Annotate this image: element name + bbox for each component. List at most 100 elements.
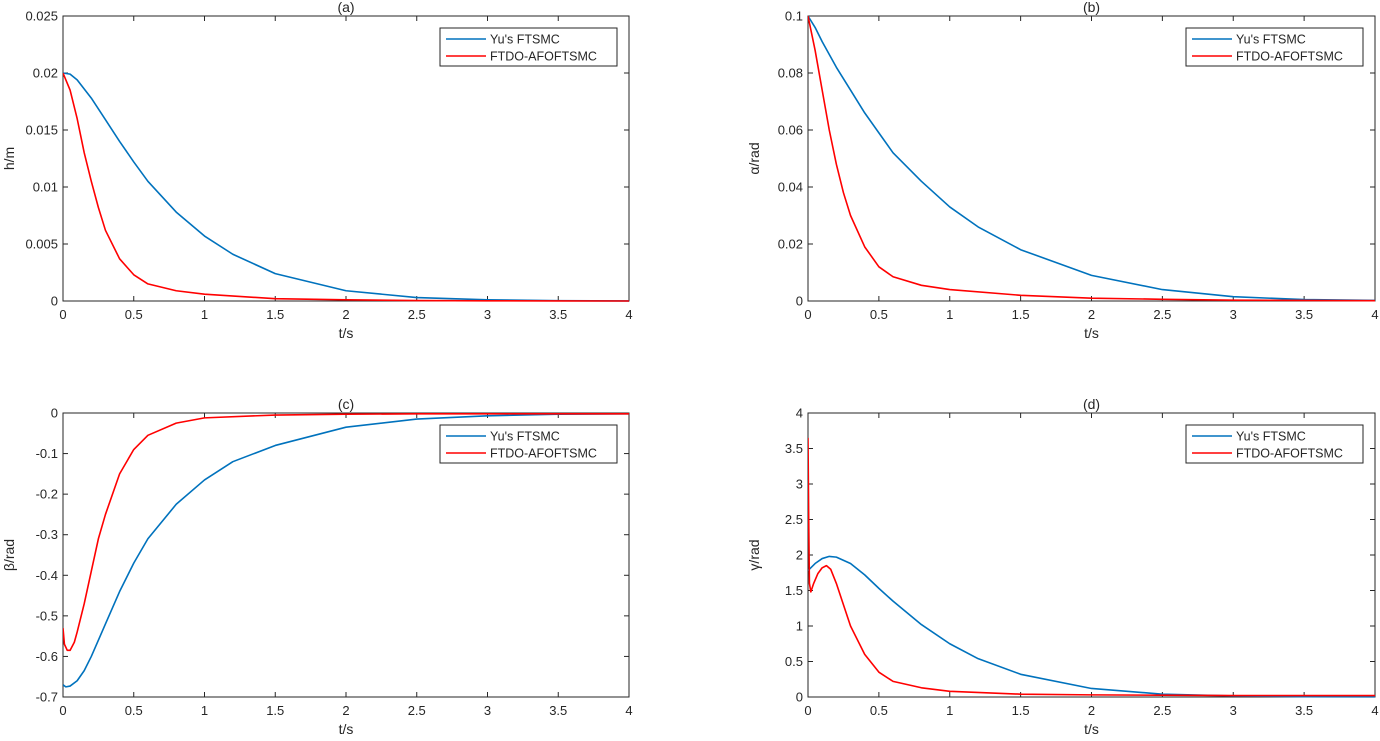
x-tick-label: 0 [59, 307, 66, 322]
x-tick-label: 1.5 [266, 307, 284, 322]
chart-b: 0 0.5 1 1.5 2 2.5 3 3.5 4 0 0.02 0.04 0.06 0.08 0.1 (b)… [746, 0, 1379, 341]
series-yu-ftsmc [808, 15, 1375, 302]
chart-title: (b) [1083, 0, 1100, 15]
x-tick-label: 3 [484, 307, 491, 322]
x-tick-label: 1 [201, 307, 208, 322]
y-tick-label: 0.01 [33, 180, 58, 195]
x-tick-label: 0 [804, 703, 811, 718]
y-tick-label: 0.1 [785, 9, 803, 24]
y-tick-label: -0.3 [36, 527, 58, 542]
y-axis-label: γ/rad [746, 539, 762, 570]
legend-label: Yu's FTSMC [1236, 33, 1306, 47]
legend: Yu's FTSMC FTDO-AFOFTSMC [439, 424, 618, 464]
x-axis-label: t/s [339, 721, 354, 737]
legend-label: Yu's FTSMC [490, 33, 560, 47]
series-yu-ftsmc [63, 413, 629, 688]
x-tick-label: 2.5 [408, 307, 426, 322]
x-tick-label: 4 [1371, 307, 1378, 322]
x-axis-label: t/s [1084, 721, 1099, 737]
x-tick-label: 0.5 [125, 307, 143, 322]
x-tick-label: 1.5 [266, 703, 284, 718]
y-tick-label: 3 [796, 477, 803, 492]
legend: Yu's FTSMC FTDO-AFOFTSMC [439, 27, 618, 67]
y-tick-label: 2 [796, 548, 803, 563]
x-tick-label: 1 [201, 703, 208, 718]
legend-box [1185, 424, 1364, 464]
y-axis-label: h/m [1, 147, 17, 170]
y-tick-label: 0.06 [778, 123, 803, 138]
legend-label: FTDO-AFOFTSMC [1236, 447, 1343, 461]
x-tick-label: 2.5 [408, 703, 426, 718]
series-ftdo-afoftsmc [808, 437, 1375, 697]
series-ftdo-afoftsmc [63, 72, 629, 302]
x-tick-label: 0.5 [870, 703, 888, 718]
y-tick-label: 1.5 [785, 583, 803, 598]
legend: Yu's FTSMC FTDO-AFOFTSMC [1185, 27, 1364, 67]
series-yu-ftsmc [63, 72, 629, 302]
x-tick-label: 4 [625, 703, 632, 718]
y-tick-label: -0.2 [36, 487, 58, 502]
y-tick-label: 0 [796, 294, 803, 309]
x-tick-label: 4 [625, 307, 632, 322]
chart-a: 0 0.5 1 1.5 2 2.5 3 3.5 4 0 0.005 0.01 0.015 0.02 0.02… [1, 0, 633, 341]
x-tick-label: 2.5 [1153, 307, 1171, 322]
legend-label: Yu's FTSMC [1236, 430, 1306, 444]
chart-title: (c) [338, 396, 354, 412]
legend-label: FTDO-AFOFTSMC [490, 447, 597, 461]
y-tick-label: 0.04 [778, 180, 803, 195]
series-yu-ftsmc [808, 555, 1375, 698]
y-tick-label: 0 [51, 406, 58, 421]
x-tick-label: 0 [59, 703, 66, 718]
y-tick-label: 2.5 [785, 512, 803, 527]
legend-label: FTDO-AFOFTSMC [1236, 50, 1343, 64]
x-tick-label: 3.5 [1295, 703, 1313, 718]
y-tick-label: 0.025 [25, 9, 58, 24]
y-tick-label: 4 [796, 406, 803, 421]
x-tick-label: 3.5 [1295, 307, 1313, 322]
series-ftdo-afoftsmc [808, 15, 1375, 302]
y-tick-label: 0.015 [25, 123, 58, 138]
y-tick-label: -0.7 [36, 690, 58, 705]
x-tick-label: 3.5 [549, 703, 567, 718]
legend-box [1185, 27, 1364, 67]
x-tick-label: 0.5 [870, 307, 888, 322]
y-tick-label: 3.5 [785, 441, 803, 456]
y-tick-label: 0 [51, 294, 58, 309]
x-tick-label: 3 [484, 703, 491, 718]
x-tick-label: 3 [1230, 703, 1237, 718]
y-tick-label: 0 [796, 690, 803, 705]
y-tick-label: -0.5 [36, 608, 58, 623]
x-tick-label: 2 [1088, 703, 1095, 718]
x-axis-label: t/s [1084, 325, 1099, 341]
x-tick-label: 0 [804, 307, 811, 322]
y-tick-label: -0.6 [36, 649, 58, 664]
series-ftdo-afoftsmc [63, 413, 629, 652]
y-tick-label: 1 [796, 619, 803, 634]
x-tick-label: 1.5 [1012, 307, 1030, 322]
y-axis-label: α/rad [746, 142, 762, 174]
x-tick-label: 4 [1371, 703, 1378, 718]
y-tick-label: -0.4 [36, 568, 58, 583]
y-axis-label: β/rad [1, 539, 17, 571]
x-tick-label: 1.5 [1012, 703, 1030, 718]
x-axis-label: t/s [339, 325, 354, 341]
legend-label: FTDO-AFOFTSMC [490, 50, 597, 64]
legend-box [439, 27, 618, 67]
legend: Yu's FTSMC FTDO-AFOFTSMC [1185, 424, 1364, 464]
chart-c: 0 0.5 1 1.5 2 2.5 3 3.5 4 -0.7 -0.6 -0.5 -0.4 -0.3 -0.… [1, 396, 633, 737]
legend-label: Yu's FTSMC [490, 430, 560, 444]
chart-title: (d) [1083, 396, 1100, 412]
y-tick-label: 0.02 [778, 237, 803, 252]
y-tick-label: 0.5 [785, 654, 803, 669]
y-tick-label: -0.1 [36, 446, 58, 461]
x-tick-label: 2 [342, 703, 349, 718]
chart-title: (a) [337, 0, 354, 15]
x-tick-label: 2 [342, 307, 349, 322]
x-tick-label: 2.5 [1153, 703, 1171, 718]
x-tick-label: 3.5 [549, 307, 567, 322]
y-tick-label: 0.02 [33, 66, 58, 81]
x-tick-label: 0.5 [125, 703, 143, 718]
x-tick-label: 1 [946, 703, 953, 718]
y-tick-label: 0.08 [778, 66, 803, 81]
